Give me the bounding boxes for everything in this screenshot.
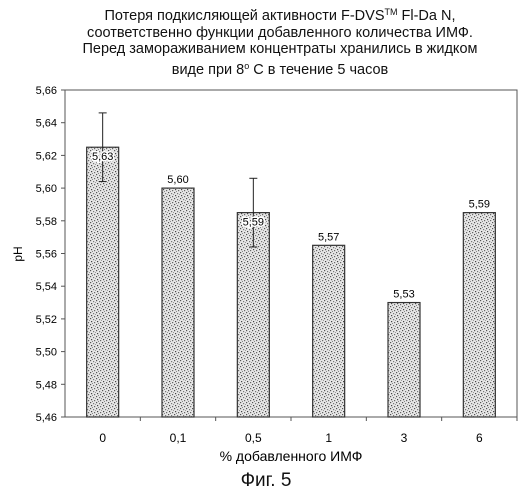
x-tick-label: 0	[99, 431, 106, 445]
y-tick-label: 5,46	[36, 412, 57, 424]
bar	[388, 303, 420, 417]
y-tick-label: 5,58	[36, 216, 57, 228]
bars: 5,63 5,60 5,59 5,57 5,53 5,59	[87, 113, 496, 417]
x-axis-label: % добавленного ИМФ	[220, 448, 363, 464]
x-tick-label: 6	[476, 431, 483, 445]
bar	[313, 245, 345, 417]
y-tick-label: 5,66	[36, 85, 57, 97]
figure-caption: Фиг. 5	[0, 470, 532, 492]
bar	[162, 188, 194, 417]
x-axis: 0 0,1 0,5 1 3 6	[99, 417, 517, 445]
y-axis: 5,46 5,48 5,50 5,52 5,54 5,56 5,58 5,60 5,62 5,64…	[36, 85, 65, 424]
y-axis-label: pH	[11, 246, 25, 261]
y-tick-label: 5,60	[36, 183, 57, 195]
x-tick-label: 1	[325, 431, 332, 445]
x-tick-label: 0,1	[170, 431, 187, 445]
x-tick-label: 0,5	[245, 431, 262, 445]
bar	[463, 213, 495, 417]
data-label: 5,59	[243, 217, 264, 229]
bar	[87, 147, 119, 417]
y-tick-label: 5,50	[36, 347, 57, 359]
y-tick-label: 5,54	[36, 281, 57, 293]
data-label: 5,57	[318, 231, 339, 243]
y-tick-label: 5,62	[36, 150, 57, 162]
bar-chart: 5,46 5,48 5,50 5,52 5,54 5,56 5,58 5,60 5,62 5,64…	[0, 0, 532, 470]
y-tick-label: 5,48	[36, 379, 57, 391]
y-tick-label: 5,64	[36, 118, 57, 130]
y-tick-label: 5,56	[36, 249, 57, 261]
y-tick-label: 5,52	[36, 314, 57, 326]
data-label: 5,59	[469, 199, 490, 211]
data-label: 5,53	[393, 289, 414, 301]
x-tick-label: 3	[401, 431, 408, 445]
data-label: 5,63	[92, 151, 113, 163]
data-label: 5,60	[167, 174, 188, 186]
plot-area	[65, 90, 517, 417]
